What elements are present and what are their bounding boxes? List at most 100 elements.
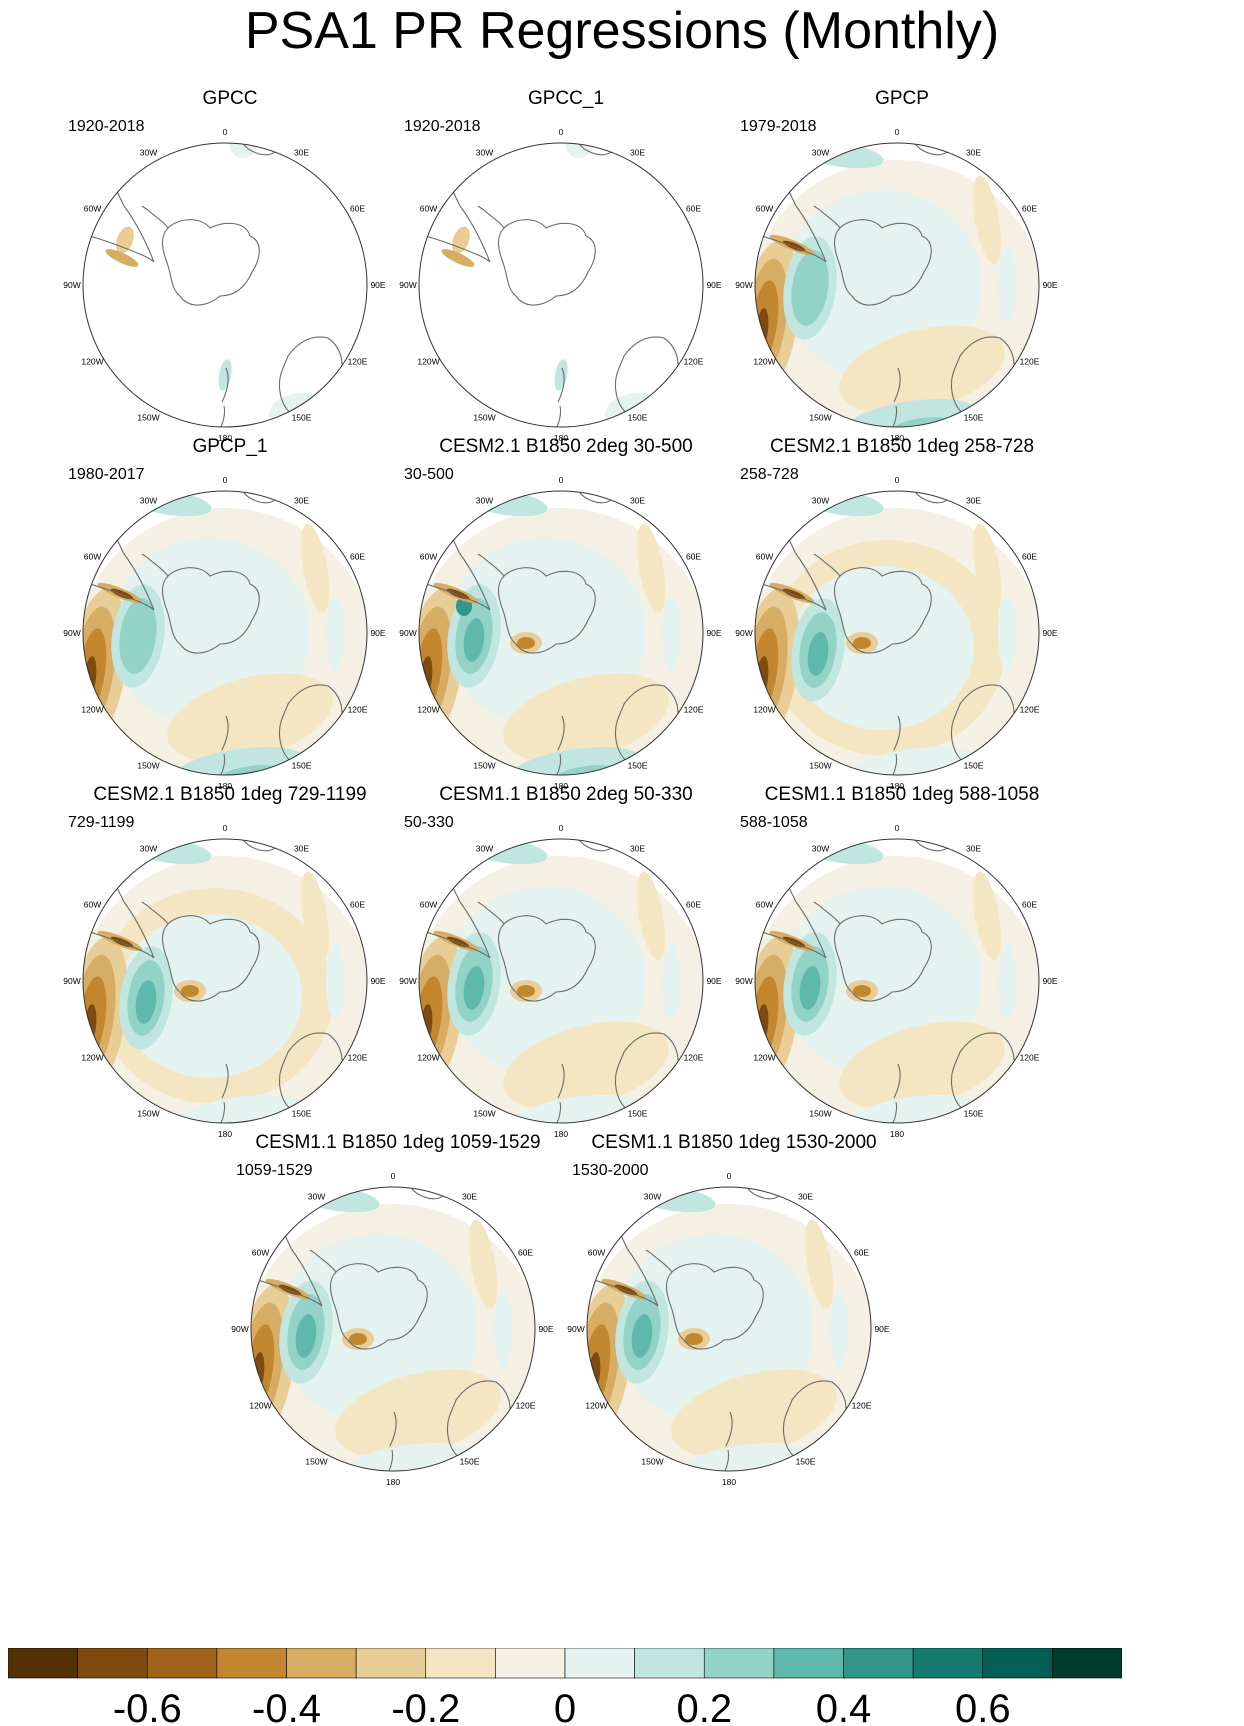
antarctica-outline — [497, 219, 596, 306]
longitude-label: 150E — [628, 1109, 648, 1119]
panel-title: CESM1.1 B1850 1deg 588-1058 — [764, 784, 1040, 805]
south-america-outline — [83, 845, 155, 959]
longitude-label: 150W — [473, 413, 495, 423]
longitude-label: 150W — [809, 761, 831, 771]
precip-anomaly-indian — [972, 871, 1002, 961]
map-field — [755, 491, 1039, 775]
precip-anomaly-pacific — [848, 398, 976, 427]
africa-outline — [231, 143, 283, 156]
longitude-label: 90W — [399, 280, 416, 290]
colorbar-tick-label: 0.2 — [676, 1687, 732, 1726]
polar-map: 0 30E 60E 90E 120E 150E 180 150W 120W 90W 60W 30W — [735, 475, 1058, 791]
longitude-label: 180 — [386, 1477, 400, 1487]
colorbar-box — [912, 1648, 984, 1679]
longitude-label: 60E — [350, 552, 365, 562]
map-field — [251, 1187, 535, 1471]
longitude-label: 180 — [554, 1129, 568, 1139]
map-field — [419, 839, 703, 1123]
newzealand-outline — [553, 715, 565, 775]
longitude-label: 90E — [370, 280, 385, 290]
panel-period: 1920-2018 — [404, 118, 481, 135]
longitude-label: 150E — [964, 413, 984, 423]
precip-anomaly-indian — [636, 523, 666, 613]
panel-title: CESM2.1 B1850 1deg 258-728 — [769, 436, 1035, 457]
newzealand-outline — [889, 715, 901, 775]
longitude-label: 150W — [809, 413, 831, 423]
colorbar-box — [286, 1648, 357, 1679]
map-border — [418, 142, 704, 428]
longitude-label: 150W — [137, 1109, 159, 1119]
precip-anomaly-indian — [998, 247, 1016, 323]
precip-anomaly-indian — [326, 943, 344, 1019]
longitude-label: 0 — [895, 823, 900, 833]
longitude-label: 30E — [462, 1192, 477, 1202]
map-border — [418, 838, 704, 1124]
longitude-label: 120E — [852, 1401, 872, 1411]
colorbar-tick-label: -0.6 — [113, 1687, 182, 1726]
map-field — [587, 1187, 871, 1471]
map-panel: GPCC_1 0 30E 60E 90E 120E 150E 180 150W 120W 90W 60… — [386, 88, 746, 458]
precip-anomaly-pacific — [512, 1094, 640, 1123]
longitude-label: 90E — [1042, 976, 1057, 986]
peninsula-outline — [645, 1249, 673, 1273]
antarctica-outline — [833, 219, 932, 306]
precip-anomaly-amundsen — [135, 980, 157, 1024]
longitude-label: 30E — [630, 496, 645, 506]
antarctica-outline — [497, 567, 596, 654]
precip-anomaly-indian — [972, 175, 1002, 265]
longitude-label: 60E — [686, 900, 701, 910]
precip-anomaly-pacific — [344, 1442, 472, 1471]
antarctica-outline — [161, 915, 260, 1002]
colorbar-box — [8, 1648, 78, 1679]
longitude-label: 60E — [350, 900, 365, 910]
colorbar-box — [1052, 1648, 1122, 1679]
precip-anomaly-indian — [494, 1291, 512, 1367]
map-panel: CESM1.1 B1850 1deg 588-1058 0 30E 60E 90E 120… — [722, 784, 1082, 1154]
longitude-label: 60W — [756, 900, 773, 910]
longitude-label: 30E — [798, 1192, 813, 1202]
longitude-label: 150E — [292, 1109, 312, 1119]
panel-period: 1530-2000 — [572, 1162, 649, 1179]
polar-map: 0 30E 60E 90E 120E 150E 180 150W 120W 90W 60W 30W — [567, 1171, 890, 1487]
precip-anomaly-ross — [853, 637, 871, 649]
antarctica-outline — [329, 1263, 428, 1350]
longitude-label: 90W — [231, 1324, 248, 1334]
map-field — [83, 143, 367, 427]
longitude-label: 120W — [753, 705, 775, 715]
longitude-label: 120W — [753, 357, 775, 367]
longitude-label: 120E — [348, 1053, 368, 1063]
map-border — [586, 1186, 872, 1472]
map-panel: CESM1.1 B1850 1deg 1059-1529 0 30E 60E 90E 12… — [218, 1132, 578, 1502]
longitude-label: 30W — [812, 844, 829, 854]
antarctica-outline — [161, 567, 260, 654]
longitude-label: 120W — [417, 357, 439, 367]
antarctica-outline — [833, 567, 932, 654]
longitude-label: 120W — [417, 705, 439, 715]
africa-outline — [231, 491, 283, 504]
precip-anomaly-patagonia — [105, 249, 139, 267]
longitude-label: 120E — [684, 705, 704, 715]
longitude-label: 30E — [630, 844, 645, 854]
precip-anomaly-amundsen — [807, 632, 829, 676]
longitude-label: 150E — [292, 413, 312, 423]
colorbar-box — [843, 1648, 914, 1679]
longitude-label: 120W — [81, 1053, 103, 1063]
south-america-outline — [755, 497, 827, 611]
map-border — [82, 490, 368, 776]
panel-title: CESM2.1 B1850 1deg 729-1199 — [93, 784, 367, 805]
longitude-label: 120W — [585, 1401, 607, 1411]
longitude-label: 30W — [812, 496, 829, 506]
africa-outline — [903, 491, 955, 504]
precip-anomaly-amundsen — [463, 966, 485, 1010]
colorbar-box — [77, 1648, 148, 1679]
longitude-label: 90E — [370, 628, 385, 638]
colorbar-box — [703, 1648, 775, 1679]
precip-anomaly-africa — [229, 143, 257, 158]
longitude-label: 60E — [686, 204, 701, 214]
longitude-label: 120E — [1020, 705, 1040, 715]
precip-anomaly-amundsen — [631, 1314, 653, 1358]
newzealand-outline — [889, 1063, 901, 1123]
longitude-label: 60W — [84, 900, 101, 910]
longitude-label: 60E — [350, 204, 365, 214]
precip-anomaly-ross — [853, 985, 871, 997]
